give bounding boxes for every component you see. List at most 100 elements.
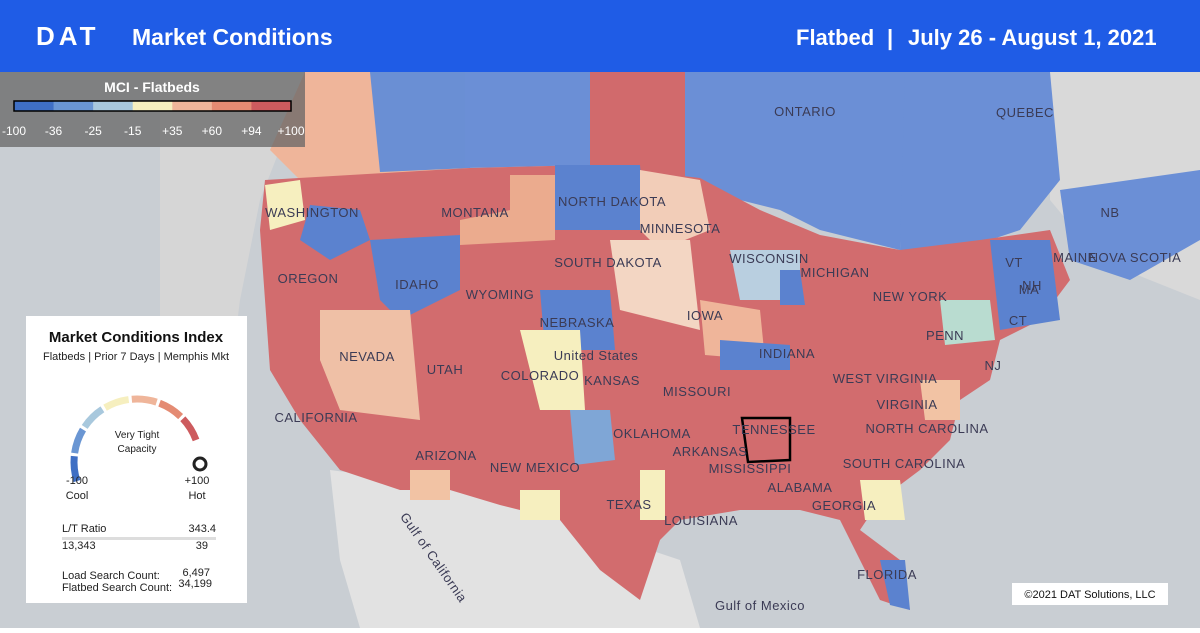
flatbed-search-value: 34,199 [178, 578, 212, 590]
legend-bar: -100 -36 -25 -15 +35 +60 +94 +100 [2, 100, 305, 138]
region [860, 480, 905, 520]
copyright: ©2021 DAT Solutions, LLC [1024, 589, 1155, 601]
legend-tick: +35 [162, 124, 183, 138]
gauge-segment [70, 455, 81, 483]
header [0, 0, 1200, 72]
legend-swatch [14, 101, 55, 111]
region [570, 410, 615, 465]
saskatchewan [465, 72, 590, 168]
gauge-segment [131, 395, 158, 406]
legend-tick: +100 [277, 124, 304, 138]
panel-title: Market Conditions Index [49, 329, 224, 346]
loads: 13,343 [62, 540, 96, 552]
map-label: WASHINGTON [265, 205, 359, 220]
map-label: LOUISIANA [664, 513, 738, 528]
legend-swatch [251, 101, 292, 111]
map-label: CT [1009, 313, 1027, 328]
region [370, 235, 460, 320]
legend-swatch [93, 101, 134, 111]
copyright-box [1012, 583, 1168, 605]
region [720, 340, 790, 370]
map-label: MINNESOTA [640, 221, 721, 236]
legend-swatch [53, 101, 94, 111]
region [880, 560, 910, 610]
map-label: VIRGINIA [876, 397, 937, 412]
map-label: ARKANSAS [673, 444, 748, 459]
gauge-needle [192, 456, 208, 472]
flatbed-search-label: Flatbed Search Count: [62, 582, 172, 594]
region [520, 330, 585, 410]
map-label: OREGON [278, 271, 339, 286]
map-label: VT [1005, 255, 1023, 270]
map-label: MICHIGAN [801, 265, 870, 280]
load-search-label: Load Search Count: [62, 570, 160, 582]
legend-title: MCI - Flatbeds [104, 79, 200, 95]
legend-tick: -36 [45, 124, 63, 138]
map-label: COLORADO [501, 368, 579, 383]
region [410, 470, 450, 500]
legend-tick: +94 [241, 124, 262, 138]
lt-value: 343.4 [188, 523, 216, 535]
region [555, 165, 645, 230]
region [265, 180, 305, 230]
map-label: TENNESSEE [732, 422, 815, 437]
map-label: MAINE [1053, 250, 1097, 265]
gauge-segment [158, 399, 184, 420]
map-label: MONTANA [441, 205, 509, 220]
map-label: MISSOURI [663, 384, 731, 399]
map-label: WYOMING [466, 287, 535, 302]
region [320, 310, 420, 420]
map-label: NJ [985, 358, 1002, 373]
map-label: NEW YORK [873, 289, 948, 304]
legend-border [13, 100, 292, 112]
map-label: ARIZONA [415, 448, 476, 463]
map-label: ALABAMA [768, 480, 833, 495]
map-label: WEST VIRGINIA [833, 371, 938, 386]
region [640, 170, 710, 250]
map-label: NH [1022, 278, 1042, 293]
legend-tick: -100 [2, 124, 26, 138]
maritimes [1060, 170, 1200, 280]
alberta [370, 72, 470, 172]
dates: July 26 - August 1, 2021 [908, 25, 1157, 50]
map-label: MA [1019, 282, 1040, 297]
map-label: NEBRASKA [540, 315, 615, 330]
legend-swatch [211, 101, 252, 111]
map-label: ONTARIO [774, 104, 836, 119]
map-label: CALIFORNIA [274, 410, 357, 425]
trucks: 39 [196, 540, 208, 552]
map-label: IOWA [687, 308, 723, 323]
map-label: NORTH CAROLINA [865, 421, 988, 436]
map-label: WISCONSIN [729, 251, 809, 266]
map-label: IDAHO [395, 277, 439, 292]
map-label: GEORGIA [812, 498, 876, 513]
memphis-market [740, 416, 792, 464]
legend-tick: -15 [124, 124, 142, 138]
map-label: NEW MEXICO [490, 460, 580, 475]
map-label: INDIANA [759, 346, 815, 361]
lt-bar [62, 537, 216, 540]
separator: | [887, 25, 893, 50]
map-label: NOVA SCOTIA [1089, 250, 1182, 265]
gauge-segment [180, 416, 200, 442]
map-label: UTAH [427, 362, 463, 377]
legend-swatch [172, 101, 213, 111]
map-label: MISSISSIPPI [709, 461, 792, 476]
mexico [330, 470, 700, 628]
map-label: SOUTH CAROLINA [843, 456, 966, 471]
map-label: NEVADA [339, 349, 395, 364]
gauge-segment [71, 427, 87, 454]
max: +100 [185, 475, 210, 487]
gauge-label: Very Tight Capacity [115, 430, 160, 455]
ontario [685, 72, 910, 250]
legend-tick: -25 [84, 124, 102, 138]
region [990, 240, 1060, 330]
gauge-segment [103, 396, 130, 411]
lt-label: L/T Ratio [62, 523, 106, 535]
min-label: Cool [66, 490, 89, 502]
region [940, 300, 995, 345]
region [460, 175, 555, 245]
map-label: SOUTH DAKOTA [554, 255, 662, 270]
region [640, 470, 665, 520]
